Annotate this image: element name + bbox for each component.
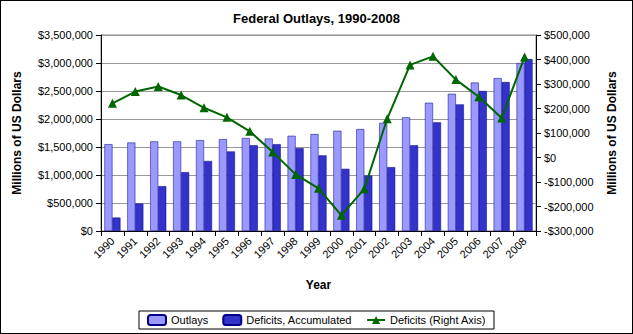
svg-text:2004: 2004 bbox=[411, 235, 437, 261]
svg-text:1993: 1993 bbox=[160, 235, 186, 261]
svg-text:2003: 2003 bbox=[389, 235, 415, 261]
svg-text:1990: 1990 bbox=[91, 235, 117, 261]
svg-text:-$100,000: -$100,000 bbox=[544, 176, 594, 188]
svg-text:Millions of US Dollars: Millions of US Dollars bbox=[10, 71, 24, 195]
svg-text:$500,000: $500,000 bbox=[544, 29, 590, 41]
svg-text:2001: 2001 bbox=[343, 235, 369, 261]
svg-text:Outlays: Outlays bbox=[171, 314, 209, 326]
svg-text:$100,000: $100,000 bbox=[544, 127, 590, 139]
svg-text:$3,500,000: $3,500,000 bbox=[38, 29, 93, 41]
svg-text:Deficits, Accumulated: Deficits, Accumulated bbox=[246, 314, 351, 326]
svg-text:1997: 1997 bbox=[251, 235, 277, 261]
svg-text:2005: 2005 bbox=[434, 235, 460, 261]
svg-text:Millions of US Dollars: Millions of US Dollars bbox=[605, 71, 619, 195]
svg-text:Federal Outlays, 1990-2008: Federal Outlays, 1990-2008 bbox=[233, 11, 400, 26]
svg-text:1999: 1999 bbox=[297, 235, 323, 261]
svg-text:2000: 2000 bbox=[320, 235, 346, 261]
svg-text:$300,000: $300,000 bbox=[544, 78, 590, 90]
svg-text:1998: 1998 bbox=[274, 235, 300, 261]
svg-text:1996: 1996 bbox=[228, 235, 254, 261]
svg-text:Year: Year bbox=[306, 278, 332, 292]
svg-text:$3,000,000: $3,000,000 bbox=[38, 57, 93, 69]
svg-text:1994: 1994 bbox=[183, 235, 209, 261]
svg-text:Deficits (Right Axis): Deficits (Right Axis) bbox=[390, 314, 485, 326]
svg-text:-$300,000: -$300,000 bbox=[544, 225, 594, 237]
svg-text:1991: 1991 bbox=[114, 235, 140, 261]
svg-text:$400,000: $400,000 bbox=[544, 54, 590, 66]
svg-text:$1,000,000: $1,000,000 bbox=[38, 169, 93, 181]
svg-text:$500,000: $500,000 bbox=[47, 197, 93, 209]
svg-text:2002: 2002 bbox=[366, 235, 392, 261]
svg-text:$0: $0 bbox=[544, 152, 556, 164]
svg-text:-$200,000: -$200,000 bbox=[544, 201, 594, 213]
svg-text:$1,500,000: $1,500,000 bbox=[38, 141, 93, 153]
svg-text:$200,000: $200,000 bbox=[544, 103, 590, 115]
svg-text:2008: 2008 bbox=[503, 235, 529, 261]
svg-text:1995: 1995 bbox=[205, 235, 231, 261]
svg-text:$0: $0 bbox=[81, 225, 93, 237]
svg-text:2006: 2006 bbox=[457, 235, 483, 261]
svg-text:2007: 2007 bbox=[480, 235, 506, 261]
svg-text:$2,000,000: $2,000,000 bbox=[38, 113, 93, 125]
svg-text:1992: 1992 bbox=[137, 235, 163, 261]
svg-text:$2,500,000: $2,500,000 bbox=[38, 85, 93, 97]
